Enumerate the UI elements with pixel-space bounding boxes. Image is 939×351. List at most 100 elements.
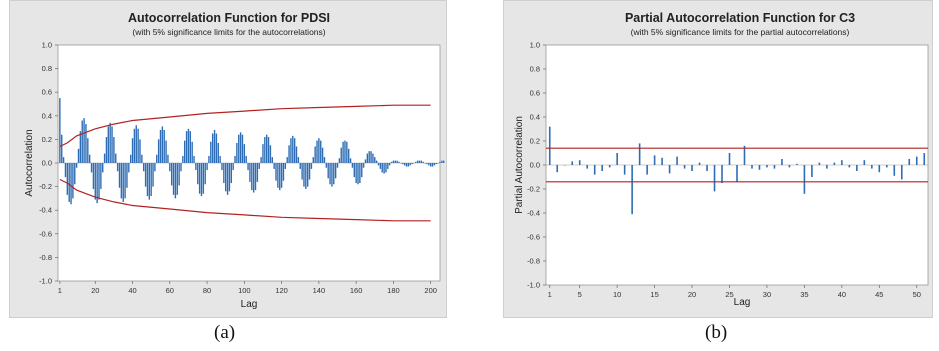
- chart-title: Autocorrelation Function for PDSI: [128, 11, 330, 25]
- correlation-bar: [826, 165, 828, 169]
- correlation-bar: [353, 163, 355, 178]
- correlation-bar: [271, 157, 273, 163]
- correlation-bar: [215, 133, 218, 163]
- correlation-bar: [131, 138, 134, 163]
- correlation-bar: [157, 139, 160, 163]
- correlation-bar: [241, 134, 244, 163]
- correlation-bar: [751, 165, 753, 169]
- correlation-bar: [90, 163, 93, 173]
- chart-subtitle: (with 5% significance limits for the aut…: [132, 27, 325, 37]
- x-tick-label: 20: [688, 290, 696, 299]
- correlation-bar: [327, 163, 329, 179]
- correlation-bar: [923, 153, 926, 165]
- correlation-bar: [286, 157, 288, 163]
- correlation-bar: [758, 165, 761, 170]
- correlation-bar: [161, 126, 164, 163]
- correlation-bar: [184, 140, 186, 163]
- correlation-bar: [243, 144, 246, 163]
- pacf-chart-panel: Partial Autocorrelation Function for C3 …: [503, 0, 933, 318]
- correlation-bar: [75, 163, 78, 168]
- correlation-bar: [422, 161, 424, 163]
- correlation-bar: [336, 163, 339, 168]
- correlation-bar: [247, 163, 249, 171]
- correlation-bar: [144, 163, 147, 187]
- correlation-bar: [372, 153, 374, 163]
- correlation-bar: [320, 140, 322, 163]
- correlation-bar: [79, 131, 82, 163]
- correlation-bar: [182, 155, 184, 163]
- correlation-bar: [174, 163, 177, 199]
- correlation-bar: [340, 147, 342, 163]
- correlation-bar: [303, 163, 305, 187]
- y-tick-label: -0.8: [39, 253, 52, 262]
- correlation-bar: [178, 163, 180, 186]
- correlation-bar: [403, 163, 406, 166]
- correlation-bar: [908, 159, 911, 165]
- correlation-bar: [370, 151, 372, 163]
- correlation-bar: [72, 163, 74, 199]
- x-tick-label: 1: [548, 290, 552, 299]
- correlation-bar: [148, 163, 151, 200]
- x-tick-label: 140: [313, 286, 326, 295]
- correlation-bar: [115, 153, 117, 163]
- correlation-bar: [351, 163, 354, 168]
- correlation-bar: [172, 163, 175, 195]
- correlation-bar: [413, 163, 415, 164]
- correlation-bar: [305, 163, 307, 189]
- y-tick-label: 1.0: [530, 41, 540, 50]
- correlation-bar: [293, 138, 296, 163]
- correlation-bar: [400, 163, 402, 164]
- correlation-bar: [141, 154, 143, 163]
- correlation-bar: [405, 163, 408, 167]
- y-axis-label: Autocorrelation: [24, 129, 35, 196]
- correlation-bar: [388, 163, 391, 166]
- correlation-bar: [280, 163, 283, 188]
- correlation-bar: [96, 163, 98, 204]
- correlation-bar: [646, 165, 648, 175]
- x-tick-label: 15: [650, 290, 658, 299]
- correlation-bar: [377, 163, 380, 166]
- correlation-bar: [886, 165, 888, 168]
- correlation-bar: [154, 163, 156, 172]
- correlation-bar: [277, 163, 279, 188]
- x-tick-label: 120: [275, 286, 288, 295]
- correlation-bar: [409, 163, 411, 166]
- significance-limit-upper: [59, 104, 431, 148]
- correlation-bar: [167, 154, 169, 163]
- correlation-bar: [266, 134, 268, 163]
- correlation-bar: [638, 143, 641, 165]
- correlation-bar: [256, 163, 259, 182]
- correlation-bar: [193, 155, 195, 163]
- correlation-bar: [150, 163, 152, 197]
- x-tick-label: 25: [725, 290, 733, 299]
- correlation-bar: [349, 158, 352, 163]
- correlation-bar: [623, 165, 626, 175]
- correlation-bar: [743, 145, 746, 165]
- correlation-bar: [429, 163, 432, 167]
- correlation-bar: [334, 163, 337, 179]
- correlation-bar: [107, 126, 110, 163]
- correlation-bar: [92, 163, 95, 189]
- correlation-bar: [364, 159, 367, 163]
- correlation-bar: [100, 163, 102, 189]
- correlation-bar: [548, 126, 551, 165]
- y-tick-label: -0.6: [527, 233, 540, 242]
- x-tick-label: 60: [166, 286, 174, 295]
- correlation-bar: [318, 138, 320, 163]
- correlation-bar: [152, 163, 154, 187]
- correlation-bar: [169, 163, 171, 172]
- correlation-bar: [366, 153, 369, 163]
- correlation-bar: [260, 157, 262, 163]
- correlation-bar: [676, 156, 678, 165]
- correlation-bar: [342, 141, 344, 163]
- correlation-bar: [773, 165, 776, 169]
- correlation-bar: [133, 128, 136, 163]
- correlation-bar: [437, 163, 439, 164]
- correlation-bar: [301, 163, 303, 180]
- correlation-bar: [728, 153, 731, 165]
- correlation-bar: [236, 142, 238, 163]
- correlation-bar: [357, 163, 359, 185]
- correlation-bar: [251, 163, 253, 191]
- correlation-bar: [62, 157, 65, 163]
- correlation-bar: [180, 163, 182, 172]
